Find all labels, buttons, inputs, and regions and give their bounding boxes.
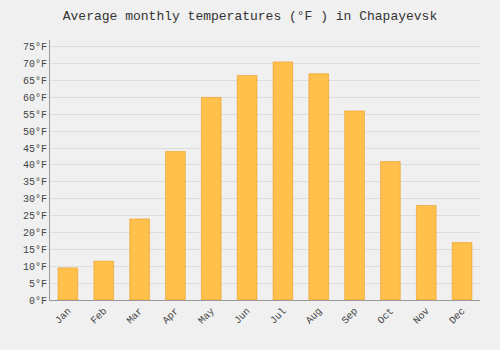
svg-text:70°F: 70°F <box>23 59 47 70</box>
svg-text:15°F: 15°F <box>23 245 47 256</box>
svg-text:55°F: 55°F <box>23 110 47 121</box>
svg-text:45°F: 45°F <box>23 144 47 155</box>
svg-text:Jan: Jan <box>53 306 74 327</box>
svg-text:Average monthly temperatures (: Average monthly temperatures (°F ) in Ch… <box>63 9 438 24</box>
svg-text:Feb: Feb <box>89 306 110 327</box>
svg-text:Nov: Nov <box>411 306 432 327</box>
svg-text:Jul: Jul <box>268 306 289 327</box>
svg-text:10°F: 10°F <box>23 262 47 273</box>
svg-text:5°F: 5°F <box>29 279 47 290</box>
svg-text:30°F: 30°F <box>23 194 47 205</box>
svg-text:Sep: Sep <box>340 306 361 327</box>
svg-text:60°F: 60°F <box>23 93 47 104</box>
svg-text:50°F: 50°F <box>23 127 47 138</box>
svg-text:20°F: 20°F <box>23 228 47 239</box>
svg-text:May: May <box>196 306 217 327</box>
svg-text:65°F: 65°F <box>23 76 47 87</box>
svg-text:25°F: 25°F <box>23 211 47 222</box>
svg-text:Jun: Jun <box>232 306 253 327</box>
svg-text:Dec: Dec <box>447 306 468 327</box>
svg-text:Apr: Apr <box>161 306 182 327</box>
svg-text:Mar: Mar <box>125 306 146 327</box>
svg-text:Oct: Oct <box>376 306 397 327</box>
svg-text:35°F: 35°F <box>23 177 47 188</box>
svg-text:Aug: Aug <box>304 306 325 327</box>
svg-text:75°F: 75°F <box>23 42 47 53</box>
svg-text:0°F: 0°F <box>29 296 47 307</box>
svg-text:40°F: 40°F <box>23 160 47 171</box>
